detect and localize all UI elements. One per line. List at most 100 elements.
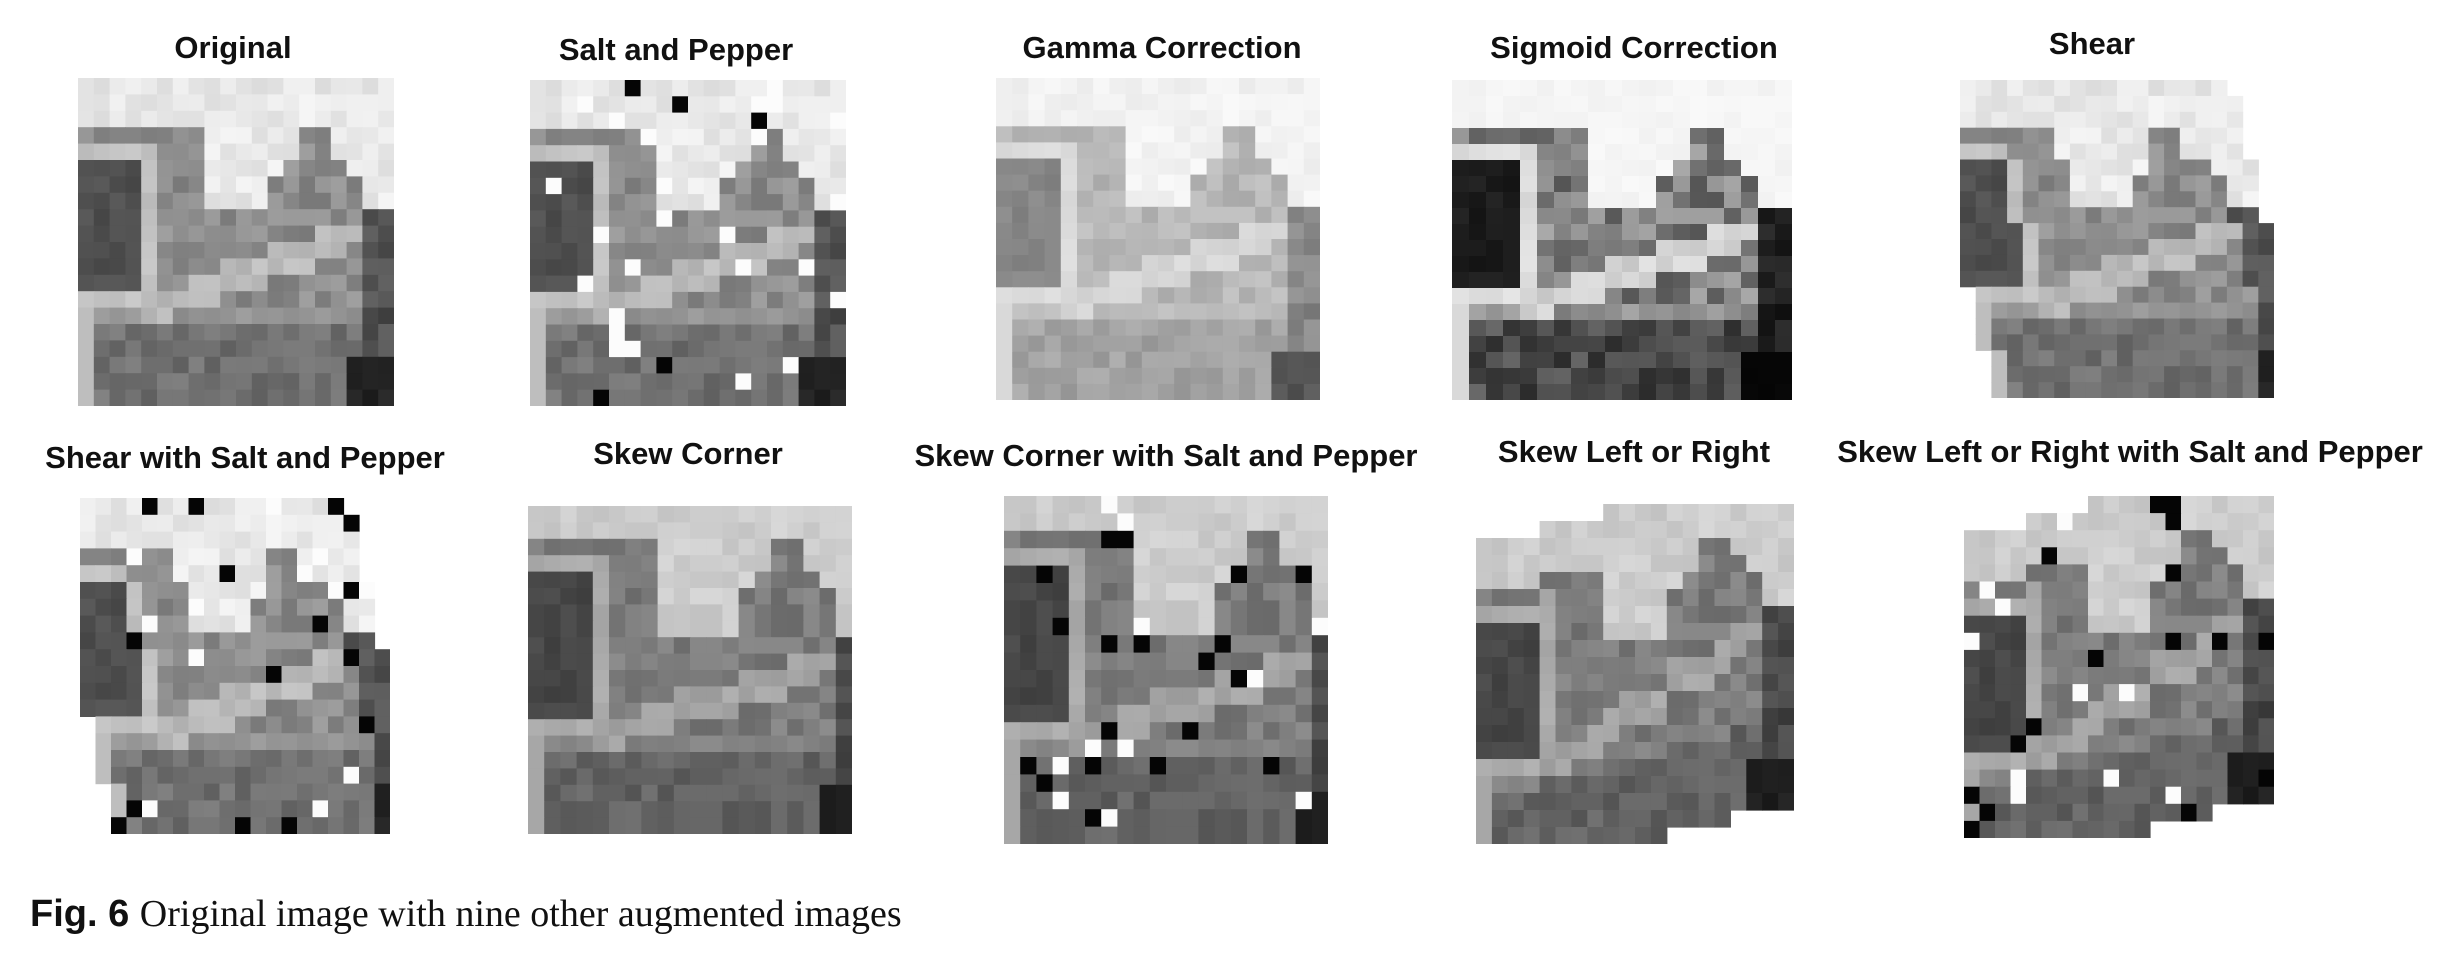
pixel xyxy=(2085,350,2102,367)
pixel xyxy=(1730,725,1747,743)
pixel xyxy=(1190,287,1208,304)
pixel xyxy=(1486,384,1504,400)
pixel xyxy=(157,274,174,292)
pixel xyxy=(767,177,784,195)
pixel xyxy=(2119,701,2136,719)
pixel xyxy=(95,766,112,785)
pixel xyxy=(2038,175,2055,192)
pixel xyxy=(688,259,705,277)
pixel xyxy=(672,194,689,211)
pixel xyxy=(751,357,768,374)
pixel xyxy=(1571,224,1589,241)
pixel xyxy=(1255,126,1272,143)
pixel xyxy=(2022,127,2040,145)
pixel xyxy=(688,357,705,374)
pixel xyxy=(1571,112,1589,129)
pixel xyxy=(1995,752,2012,771)
pixel xyxy=(80,498,97,516)
pixel xyxy=(1673,336,1691,353)
pixel xyxy=(1698,606,1716,624)
pixel xyxy=(640,308,657,326)
pixel xyxy=(798,194,815,211)
pixel xyxy=(1214,670,1232,688)
pixel xyxy=(1190,94,1208,111)
pixel xyxy=(544,784,561,802)
pixel xyxy=(560,735,578,753)
pixel xyxy=(2196,667,2213,685)
pixel xyxy=(722,735,740,753)
pixel xyxy=(1507,725,1525,743)
pixel xyxy=(1682,708,1700,726)
pixel xyxy=(2226,223,2244,240)
pixel xyxy=(95,649,112,667)
pixel xyxy=(1190,367,1208,385)
pixel xyxy=(1741,336,1759,353)
pixel xyxy=(2243,769,2260,788)
pixel xyxy=(2150,564,2167,583)
pixel xyxy=(835,817,852,834)
pixel xyxy=(1020,774,1037,793)
pixel xyxy=(157,160,174,177)
pixel xyxy=(706,801,723,819)
pixel xyxy=(1656,320,1674,337)
pixel xyxy=(1255,206,1272,224)
pixel xyxy=(719,96,736,114)
pixel xyxy=(2196,581,2213,600)
pixel xyxy=(2117,239,2134,256)
pixel xyxy=(141,389,158,406)
pixel xyxy=(1554,112,1572,129)
pixel xyxy=(1741,384,1759,400)
pixel xyxy=(2165,496,2182,514)
thumbnail-skew-corner-with-salt-and-pepper xyxy=(1004,496,1328,844)
pixel xyxy=(2117,270,2134,288)
pixel xyxy=(315,242,332,259)
pixel xyxy=(1060,287,1078,304)
pixel xyxy=(1295,739,1313,758)
pixel xyxy=(267,389,284,406)
pixel xyxy=(328,699,345,717)
pixel xyxy=(657,768,675,786)
pixel xyxy=(297,514,314,533)
pixel xyxy=(1991,302,2008,320)
pixel xyxy=(220,389,237,406)
pixel xyxy=(1133,530,1151,549)
pixel xyxy=(2258,752,2274,771)
pixel xyxy=(641,686,659,704)
pixel xyxy=(1109,351,1127,369)
pixel xyxy=(1622,288,1640,305)
pixel xyxy=(1656,368,1674,385)
pixel xyxy=(378,356,394,374)
pixel xyxy=(2026,564,2043,583)
pixel xyxy=(1158,383,1175,400)
pixel xyxy=(157,548,174,566)
pixel xyxy=(1491,691,1509,709)
pixel xyxy=(1255,255,1272,272)
pixel xyxy=(2181,530,2198,548)
pixel xyxy=(266,733,283,751)
pixel xyxy=(767,259,784,277)
pixel xyxy=(625,588,642,605)
pixel xyxy=(738,571,756,589)
pixel xyxy=(560,588,578,605)
pixel xyxy=(2057,598,2074,617)
pixel xyxy=(1991,95,2008,113)
pixel xyxy=(722,784,740,802)
pixel xyxy=(109,143,126,161)
pixel xyxy=(297,766,314,785)
pixel xyxy=(1507,572,1525,590)
pixel xyxy=(528,637,545,655)
pixel xyxy=(1166,565,1183,584)
pixel xyxy=(1520,128,1538,145)
pixel xyxy=(1271,255,1289,272)
pixel xyxy=(1004,757,1021,775)
pixel xyxy=(771,588,788,605)
pixel xyxy=(2196,496,2213,514)
pixel xyxy=(544,670,561,687)
pixel xyxy=(204,78,221,95)
pixel xyxy=(1741,240,1759,257)
pixel xyxy=(111,548,128,566)
pixel xyxy=(835,637,852,655)
pixel xyxy=(1133,704,1151,723)
pixel xyxy=(1263,722,1280,741)
pixel xyxy=(561,275,578,293)
